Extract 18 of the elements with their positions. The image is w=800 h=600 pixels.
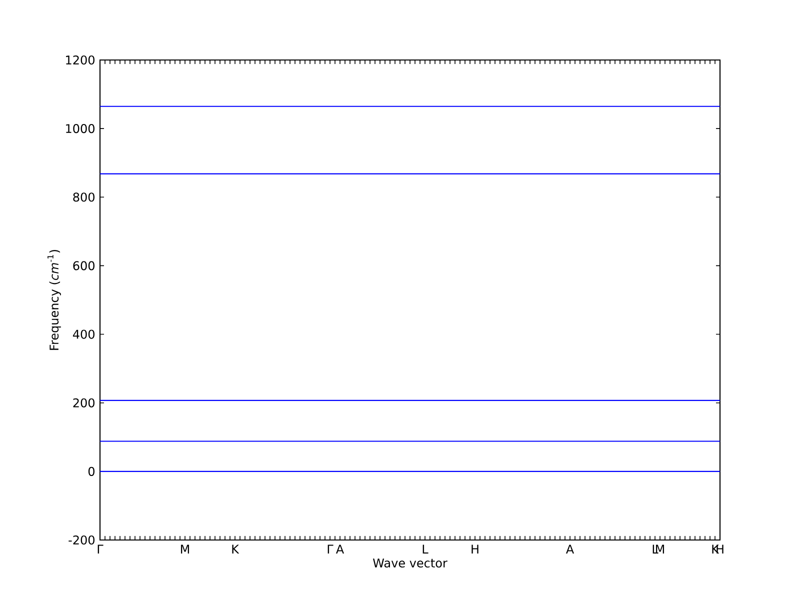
y-tick-label: 400 [72,330,94,339]
x-tick-label: A [336,544,344,554]
x-tick-label: K [232,544,240,554]
y-tick-label: 600 [73,261,94,270]
x-axis-title: Wave vector [372,558,448,568]
y-tick-label: 0 [88,466,94,476]
y-axis-title: Frequency (cm$^{-1}$) [48,250,61,350]
y-tick-label: 1200 [66,55,94,65]
x-tick-label: Γ [98,544,104,554]
y-tick-label: 800 [73,192,94,202]
x-tick-label: M [180,544,190,554]
x-tick-label: L [422,544,428,554]
x-tick-label: Γ [328,544,334,554]
y-tick-label: 1000 [66,124,94,134]
y-tick-label: 200 [73,398,94,408]
x-tick-label: H [472,544,478,554]
y-tick-label: -200 [68,535,94,545]
x-tick-label: A [566,544,574,554]
